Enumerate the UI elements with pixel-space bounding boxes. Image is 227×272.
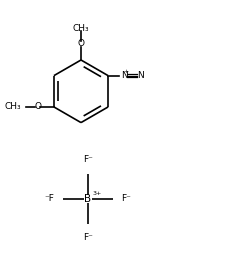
Text: 3+: 3+ — [93, 191, 102, 196]
Text: B: B — [84, 194, 91, 204]
Text: CH₃: CH₃ — [73, 24, 89, 33]
Text: N: N — [121, 71, 128, 80]
Text: F⁻: F⁻ — [83, 155, 93, 164]
Text: +: + — [123, 69, 129, 74]
Text: ⁻F: ⁻F — [44, 194, 54, 203]
Text: O: O — [34, 103, 41, 112]
Text: N: N — [137, 71, 144, 80]
Text: O: O — [77, 39, 84, 48]
Text: CH₃: CH₃ — [5, 103, 21, 112]
Text: F⁻: F⁻ — [83, 233, 93, 242]
Text: F⁻: F⁻ — [121, 194, 131, 203]
